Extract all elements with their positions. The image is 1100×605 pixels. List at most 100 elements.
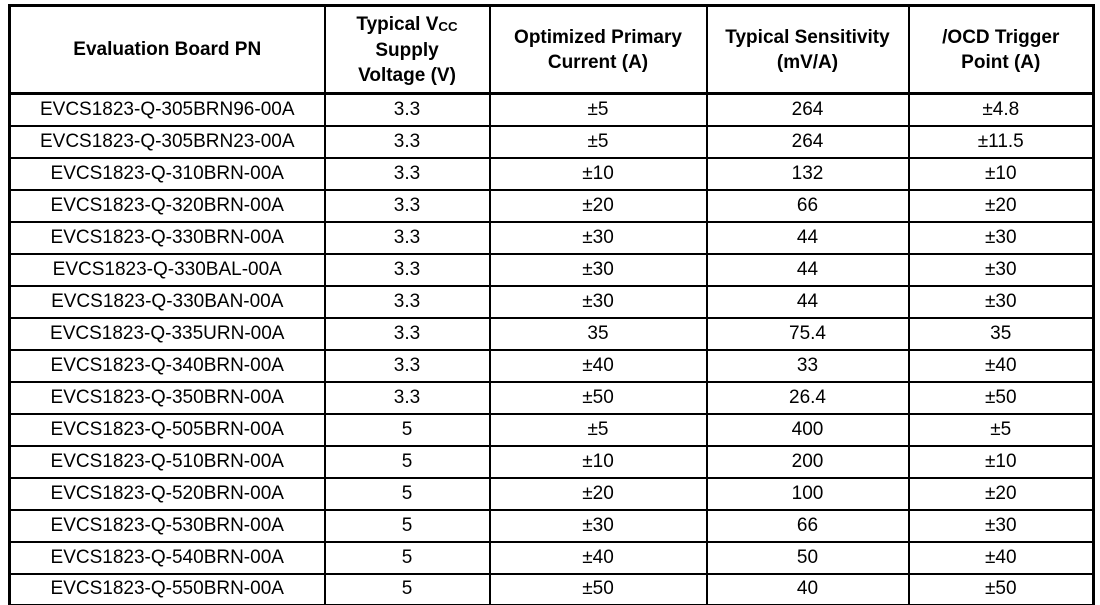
header-label: Typical V (356, 13, 439, 35)
cell-sensitivity: 264 (705, 124, 910, 159)
header-line: Supply (375, 39, 439, 61)
cell-primary-current: ±20 (488, 188, 708, 223)
cell-sensitivity: 50 (705, 540, 910, 575)
cell-primary-current: ±30 (488, 220, 708, 255)
cell-evaluation-board-pn: EVCS1823-Q-505BRN-00A (8, 412, 326, 447)
cell-evaluation-board-pn: EVCS1823-Q-330BAL-00A (8, 252, 326, 287)
cell-evaluation-board-pn: EVCS1823-Q-310BRN-00A (8, 156, 326, 191)
table-row: EVCS1823-Q-310BRN-00A 3.3 ±10 132 ±10 (8, 156, 1095, 191)
cell-ocd-trigger-point: ±40 (907, 540, 1095, 575)
cell-primary-current: ±50 (488, 572, 708, 605)
cell-primary-current: ±30 (488, 284, 708, 319)
cell-evaluation-board-pn: EVCS1823-Q-540BRN-00A (8, 540, 326, 575)
header-line: Optimized Primary (514, 26, 682, 48)
table-row: EVCS1823-Q-330BRN-00A 3.3 ±30 44 ±30 (8, 220, 1095, 255)
cell-ocd-trigger-point: ±11.5 (907, 124, 1095, 159)
cell-primary-current: ±40 (488, 540, 708, 575)
header-line: (mV/A) (776, 51, 839, 73)
table-row: EVCS1823-Q-350BRN-00A 3.3 ±50 26.4 ±50 (8, 380, 1095, 415)
cell-sensitivity: 44 (705, 220, 910, 255)
header-line: Current (A) (547, 51, 649, 73)
cell-vcc-supply-voltage: 3.3 (323, 220, 491, 255)
table-body: EVCS1823-Q-305BRN96-00A 3.3 ±5 264 ±4.8 EVCS1… (8, 92, 1095, 605)
cell-sensitivity: 132 (705, 156, 910, 191)
cell-primary-current: ±5 (488, 412, 708, 447)
cell-ocd-trigger-point: ±40 (907, 348, 1095, 383)
cell-primary-current: ±5 (488, 124, 708, 159)
cell-sensitivity: 40 (705, 572, 910, 605)
cell-evaluation-board-pn: EVCS1823-Q-510BRN-00A (8, 444, 326, 479)
cell-primary-current: 35 (488, 316, 708, 351)
cell-ocd-trigger-point: ±50 (907, 380, 1095, 415)
cell-vcc-supply-voltage: 3.3 (323, 124, 491, 159)
cell-evaluation-board-pn: EVCS1823-Q-305BRN23-00A (8, 124, 326, 159)
column-header-typical-vcc-supply-voltage: Typical VCC Supply Voltage (V) (323, 4, 491, 95)
cell-sensitivity: 100 (705, 476, 910, 511)
cell-vcc-supply-voltage: 3.3 (323, 380, 491, 415)
cell-vcc-supply-voltage: 5 (323, 444, 491, 479)
cell-primary-current: ±10 (488, 444, 708, 479)
column-header-optimized-primary-current: Optimized Primary Current (A) (488, 4, 708, 95)
evaluation-board-spec-table: Evaluation Board PN Typical VCC Supply V… (8, 4, 1095, 605)
cell-ocd-trigger-point: ±5 (907, 412, 1095, 447)
cell-evaluation-board-pn: EVCS1823-Q-335URN-00A (8, 316, 326, 351)
cell-vcc-supply-voltage: 3.3 (323, 92, 491, 127)
header-line: Typical VCC (332, 12, 483, 38)
cell-sensitivity: 66 (705, 188, 910, 223)
cell-vcc-supply-voltage: 5 (323, 412, 491, 447)
column-header-ocd-trigger-point: /OCD Trigger Point (A) (907, 4, 1095, 95)
table-header: Evaluation Board PN Typical VCC Supply V… (8, 4, 1095, 95)
table-row: EVCS1823-Q-305BRN96-00A 3.3 ±5 264 ±4.8 (8, 92, 1095, 127)
cell-vcc-supply-voltage: 5 (323, 476, 491, 511)
cell-ocd-trigger-point: ±20 (907, 476, 1095, 511)
header-line: Typical Sensitivity (725, 26, 890, 48)
table-row: EVCS1823-Q-330BAN-00A 3.3 ±30 44 ±30 (8, 284, 1095, 319)
header-label: Evaluation Board PN (73, 39, 262, 60)
cell-evaluation-board-pn: EVCS1823-Q-340BRN-00A (8, 348, 326, 383)
column-header-evaluation-board-pn: Evaluation Board PN (8, 4, 326, 95)
cell-ocd-trigger-point: 35 (907, 316, 1095, 351)
cell-sensitivity: 400 (705, 412, 910, 447)
table-row: EVCS1823-Q-320BRN-00A 3.3 ±20 66 ±20 (8, 188, 1095, 223)
cell-ocd-trigger-point: ±50 (907, 572, 1095, 605)
cell-vcc-supply-voltage: 3.3 (323, 316, 491, 351)
cell-primary-current: ±40 (488, 348, 708, 383)
cell-ocd-trigger-point: ±4.8 (907, 92, 1095, 127)
cell-vcc-supply-voltage: 3.3 (323, 156, 491, 191)
cell-primary-current: ±20 (488, 476, 708, 511)
cell-evaluation-board-pn: EVCS1823-Q-330BAN-00A (8, 284, 326, 319)
cell-vcc-supply-voltage: 5 (323, 572, 491, 605)
cell-evaluation-board-pn: EVCS1823-Q-550BRN-00A (8, 572, 326, 605)
header-line: Voltage (V) (358, 64, 456, 86)
cell-evaluation-board-pn: EVCS1823-Q-330BRN-00A (8, 220, 326, 255)
cell-ocd-trigger-point: ±30 (907, 284, 1095, 319)
cell-sensitivity: 33 (705, 348, 910, 383)
vcc-subscript: CC (438, 18, 458, 34)
table-row: EVCS1823-Q-510BRN-00A 5 ±10 200 ±10 (8, 444, 1095, 479)
cell-primary-current: ±10 (488, 156, 708, 191)
cell-primary-current: ±30 (488, 508, 708, 543)
header-line: /OCD Trigger (942, 26, 1060, 48)
table-row: EVCS1823-Q-540BRN-00A 5 ±40 50 ±40 (8, 540, 1095, 575)
cell-sensitivity: 75.4 (705, 316, 910, 351)
cell-evaluation-board-pn: EVCS1823-Q-350BRN-00A (8, 380, 326, 415)
table-row: EVCS1823-Q-335URN-00A 3.3 35 75.4 35 (8, 316, 1095, 351)
header-row: Evaluation Board PN Typical VCC Supply V… (8, 4, 1095, 95)
cell-sensitivity: 44 (705, 252, 910, 287)
cell-evaluation-board-pn: EVCS1823-Q-520BRN-00A (8, 476, 326, 511)
cell-vcc-supply-voltage: 5 (323, 508, 491, 543)
cell-ocd-trigger-point: ±10 (907, 444, 1095, 479)
table-row: EVCS1823-Q-305BRN23-00A 3.3 ±5 264 ±11.5 (8, 124, 1095, 159)
cell-vcc-supply-voltage: 3.3 (323, 348, 491, 383)
cell-vcc-supply-voltage: 3.3 (323, 188, 491, 223)
cell-ocd-trigger-point: ±20 (907, 188, 1095, 223)
column-header-typical-sensitivity: Typical Sensitivity (mV/A) (705, 4, 910, 95)
table-row: EVCS1823-Q-505BRN-00A 5 ±5 400 ±5 (8, 412, 1095, 447)
cell-ocd-trigger-point: ±30 (907, 252, 1095, 287)
cell-sensitivity: 26.4 (705, 380, 910, 415)
cell-ocd-trigger-point: ±30 (907, 508, 1095, 543)
cell-primary-current: ±30 (488, 252, 708, 287)
cell-vcc-supply-voltage: 3.3 (323, 252, 491, 287)
cell-evaluation-board-pn: EVCS1823-Q-305BRN96-00A (8, 92, 326, 127)
